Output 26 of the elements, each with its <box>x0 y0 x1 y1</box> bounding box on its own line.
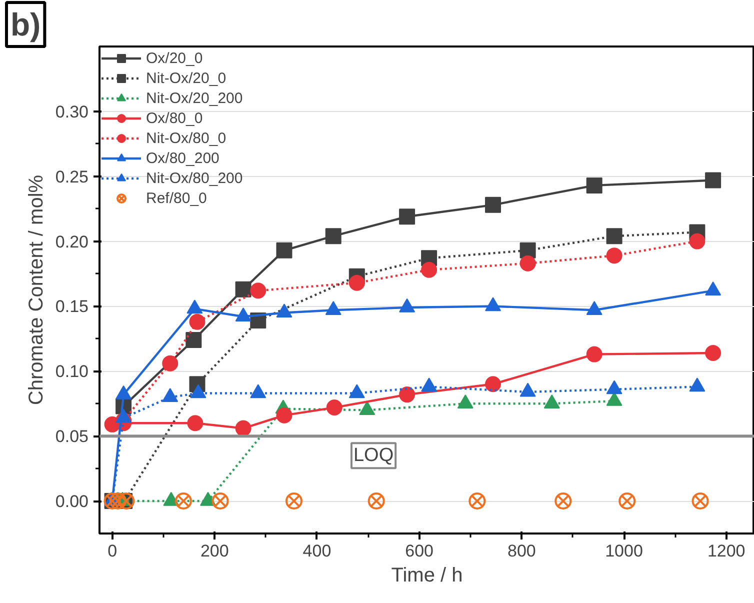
legend-label: Ox/20_0 <box>146 50 203 66</box>
y-axis-title: Chromate Content / mol% <box>25 174 48 406</box>
x-tick-label: 1200 <box>707 542 746 560</box>
x-tick-label: 600 <box>405 542 434 560</box>
legend-label: Nit-Ox/20_200 <box>146 90 243 106</box>
x-tick-label: 1000 <box>605 542 643 560</box>
y-tick-label: 0.25 <box>55 167 89 186</box>
x-tick-label: 800 <box>507 542 536 560</box>
legend-label: Nit-Ox/80_0 <box>146 130 226 146</box>
y-tick-label: 0.30 <box>55 102 89 122</box>
legend-label: Ref/80_0 <box>146 190 207 206</box>
ref-line-label: LOQ <box>353 445 394 466</box>
x-tick-label: 400 <box>302 542 332 560</box>
y-tick-label: 0.05 <box>55 427 89 446</box>
x-tick-label: 200 <box>200 542 229 560</box>
x-axis-title: Time / h <box>391 564 463 586</box>
legend-label: Ox/80_200 <box>146 150 220 166</box>
legend-label: Ox/80_0 <box>146 110 203 126</box>
y-tick-label: 0.15 <box>55 297 89 316</box>
x-tick-label: 0 <box>108 542 118 560</box>
y-tick-label: 0.00 <box>55 492 89 512</box>
y-tick-label: 0.20 <box>55 232 89 252</box>
legend-label: Nit-Ox/20_0 <box>146 70 226 86</box>
text: b) <box>10 6 41 42</box>
legend-label: Nit-Ox/80_200 <box>146 170 243 186</box>
y-tick-label: 0.10 <box>55 362 89 382</box>
